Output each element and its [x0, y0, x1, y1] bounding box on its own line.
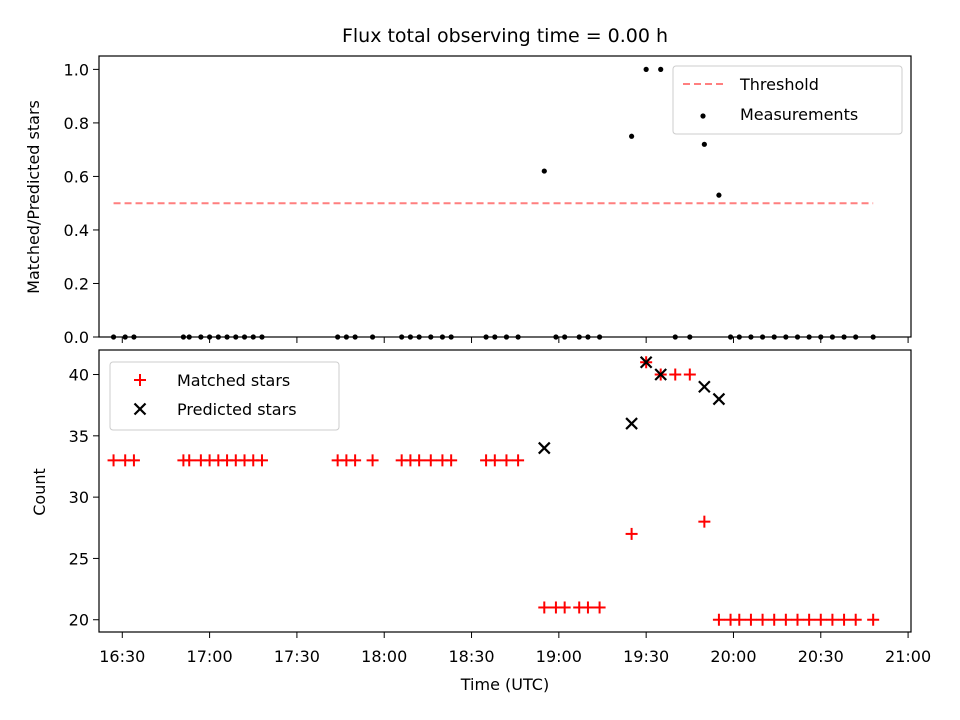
matched-star-point	[349, 454, 362, 467]
matched-star-point	[625, 527, 638, 540]
chart-title: Flux total observing time = 0.00 h	[342, 25, 668, 47]
x-tick-label: 19:00	[536, 647, 582, 666]
y-tick-label: 0.6	[64, 167, 89, 186]
y-tick-label: 0.2	[64, 274, 89, 293]
ratio-legend: Threshold Measurements	[672, 65, 903, 135]
ratio-legend-box	[672, 65, 903, 135]
matched-star-point	[366, 454, 379, 467]
y-tick-label: 35	[69, 427, 89, 446]
matched-star-point	[512, 454, 525, 467]
predicted-star-point	[538, 441, 551, 455]
y-tick-label: 0.4	[64, 221, 89, 240]
measurement-point	[658, 66, 664, 72]
matched-star-point	[849, 613, 862, 626]
matched-star-point	[445, 454, 458, 467]
matched-legend-label: Matched stars	[177, 371, 290, 390]
ratio-panel-frame	[98, 55, 912, 338]
x-tick-label: 21:00	[885, 647, 931, 666]
matched-star-point	[183, 454, 196, 467]
count-x-ticks: 16:30 17:00 17:30 18:00 18:30 19:00 19:30 20:00…	[99, 632, 931, 666]
measurement-point	[716, 192, 722, 198]
matched-star-point	[127, 454, 140, 467]
x-axis-label: Time (UTC)	[460, 675, 549, 694]
y-tick-label: 0.0	[64, 328, 89, 347]
matched-star-point	[779, 613, 792, 626]
matched-star-point	[500, 454, 513, 467]
predicted-star-point	[625, 417, 638, 430]
y-tick-label: 40	[69, 366, 89, 385]
ratio-panel: 0.0 0.2 0.4 0.6 0.8 1.0 Matched/Predicted sta…	[24, 55, 912, 347]
x-tick-label: 17:00	[187, 647, 233, 666]
matched-star-point	[814, 613, 827, 626]
x-tick-label: 19:30	[623, 647, 669, 666]
matched-star-point	[867, 613, 880, 626]
measurement-point	[701, 141, 707, 147]
matched-star-point	[768, 613, 781, 626]
count-panel-frame	[98, 349, 912, 633]
measurements-legend-label: Measurements	[740, 105, 858, 124]
y-tick-label: 25	[69, 549, 89, 568]
y-tick-label: 1.0	[64, 60, 89, 79]
ratio-x-ticks	[121, 337, 909, 343]
count-panel: 20 25 30 35 40 16:30 17:00 17:30 18:00 18:30 19:0…	[30, 349, 931, 694]
x-tick-label: 20:30	[798, 647, 844, 666]
predicted-legend-marker	[133, 402, 147, 416]
matched-star-point	[826, 613, 839, 626]
predicted-star-point	[654, 368, 667, 381]
count-legend: Matched stars Predicted stars	[109, 361, 340, 431]
matched-star-point	[712, 613, 725, 626]
matched-star-point	[413, 454, 426, 467]
matched-star-point	[803, 613, 816, 626]
matched-legend-marker	[134, 374, 146, 386]
count-y-axis-label: Count	[30, 468, 49, 516]
y-tick-label: 20	[69, 611, 89, 630]
threshold-legend-label: Threshold	[739, 75, 819, 94]
matched-star-point	[698, 515, 711, 528]
matched-star-point	[488, 454, 501, 467]
y-tick-label: 30	[69, 488, 89, 507]
plus-icon	[134, 374, 146, 386]
x-icon	[133, 402, 147, 416]
matched-star-point	[255, 454, 268, 467]
x-tick-label: 18:30	[448, 647, 494, 666]
x-tick-label: 16:30	[99, 647, 145, 666]
matched-star-point	[744, 613, 757, 626]
matched-star-point	[733, 613, 746, 626]
measurements-legend-marker	[700, 113, 706, 119]
x-tick-label: 17:30	[274, 647, 320, 666]
ratio-y-axis: 0.0 0.2 0.4 0.6 0.8 1.0	[64, 60, 99, 347]
predicted-star-point	[639, 355, 653, 369]
matched-star-point	[683, 368, 696, 381]
measurement-point	[629, 133, 635, 139]
measurement-point	[643, 66, 649, 72]
matched-star-point	[424, 454, 437, 467]
matched-star-point	[107, 454, 120, 467]
matched-star-point	[593, 601, 606, 614]
count-legend-box	[109, 361, 340, 431]
matched-star-point	[756, 613, 769, 626]
matched-star-point	[538, 601, 551, 614]
matched-star-point	[558, 601, 571, 614]
x-tick-label: 18:00	[361, 647, 407, 666]
measurement-point	[541, 168, 547, 174]
x-tick-label: 20:00	[710, 647, 756, 666]
predicted-legend-label: Predicted stars	[177, 400, 297, 419]
ratio-y-axis-label: Matched/Predicted stars	[24, 100, 43, 294]
matched-star-point	[669, 368, 682, 381]
count-y-axis: 20 25 30 35 40	[69, 366, 99, 630]
predicted-star-point	[698, 380, 711, 394]
y-tick-label: 0.8	[64, 114, 89, 133]
predicted-star-point	[712, 392, 726, 406]
matched-star-point	[791, 613, 804, 626]
matched-star-point	[581, 601, 594, 614]
matched-star-point	[838, 613, 851, 626]
